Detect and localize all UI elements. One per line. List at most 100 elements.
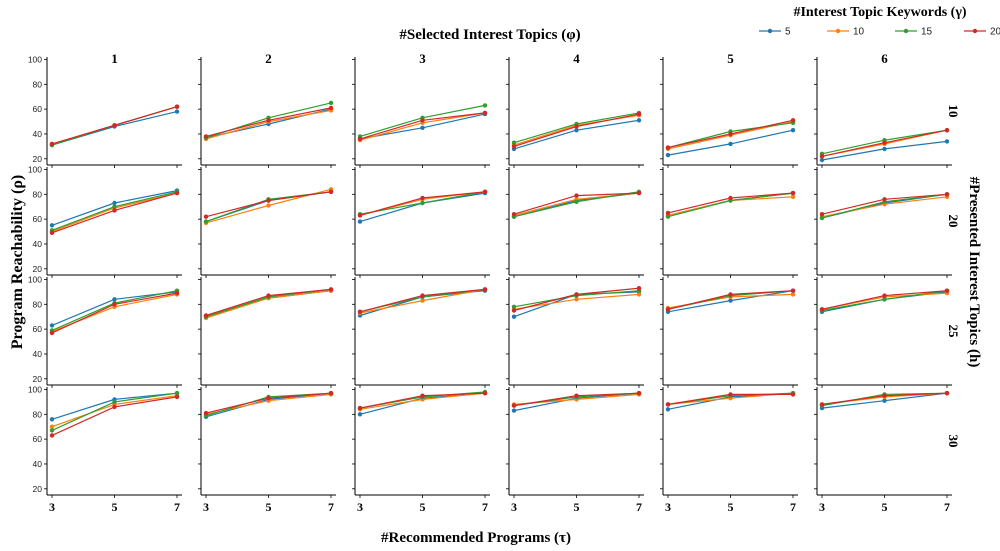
panel-r2-c3 xyxy=(506,277,644,388)
data-point-20 xyxy=(266,293,271,298)
data-point-20 xyxy=(174,290,180,296)
x-tick-label: 3 xyxy=(819,500,825,514)
data-point-20 xyxy=(790,392,796,397)
data-point-20 xyxy=(790,118,796,123)
legend-marker-20 xyxy=(972,28,978,34)
y-tick-label: 80 xyxy=(33,409,43,419)
data-point-5 xyxy=(511,314,517,319)
panel-r2-c4 xyxy=(660,277,798,388)
data-point-20 xyxy=(482,189,488,194)
data-point-20 xyxy=(882,293,887,298)
y-tick-label: 80 xyxy=(33,299,43,309)
row-axis-title: #Presented Interest Topics (h) xyxy=(966,177,982,368)
data-point-5 xyxy=(174,109,180,114)
row-label-25: 25 xyxy=(946,325,961,339)
data-point-20 xyxy=(882,140,887,145)
data-point-5 xyxy=(790,128,796,133)
data-point-10 xyxy=(49,424,55,429)
data-point-10 xyxy=(790,194,796,199)
data-point-20 xyxy=(357,309,363,314)
data-point-5 xyxy=(49,223,55,228)
x-tick-label: 7 xyxy=(328,500,334,514)
column-label-5: 5 xyxy=(727,51,734,66)
row-label-30: 30 xyxy=(946,435,961,448)
panel-r2-c1 xyxy=(198,277,336,388)
panel-r3-c0: 20 40 60 80 100 3 5 7 xyxy=(28,384,182,514)
data-point-20 xyxy=(266,396,271,401)
x-tick-label: 7 xyxy=(174,500,180,514)
x-tick-label: 3 xyxy=(665,500,671,514)
legend-title: #Interest Topic Keywords (γ) xyxy=(793,5,966,20)
data-point-20 xyxy=(665,402,671,407)
panel-r1-c2 xyxy=(352,167,490,278)
data-point-5 xyxy=(420,125,425,130)
data-point-20 xyxy=(174,190,180,196)
panel-r1-c3 xyxy=(506,167,644,278)
y-tick-label: 60 xyxy=(33,434,43,444)
panel-r0-c2: 3 xyxy=(352,51,490,168)
data-point-15 xyxy=(420,200,425,206)
data-point-20 xyxy=(665,145,671,150)
y-tick-label: 100 xyxy=(28,274,42,284)
data-point-20 xyxy=(49,141,55,147)
panel-r0-c1: 2 xyxy=(198,51,336,168)
data-point-20 xyxy=(819,402,825,407)
legend-label-20: 20 xyxy=(990,27,1000,38)
x-tick-label: 7 xyxy=(790,500,796,514)
legend-label-5: 5 xyxy=(785,27,791,38)
x-tick-label: 5 xyxy=(266,500,272,514)
panel-r1-c0: 20 40 60 80 100 xyxy=(28,164,182,278)
data-point-20 xyxy=(482,391,488,396)
data-point-20 xyxy=(665,307,671,312)
data-point-5 xyxy=(357,412,363,417)
y-tick-label: 80 xyxy=(33,79,43,89)
data-point-15 xyxy=(511,140,517,145)
x-tick-label: 3 xyxy=(49,500,55,514)
data-point-15 xyxy=(665,214,671,219)
data-point-20 xyxy=(357,213,363,218)
data-point-20 xyxy=(574,292,579,297)
y-tick-label: 40 xyxy=(33,129,43,139)
data-point-15 xyxy=(574,199,579,204)
legend-item-5: 5 xyxy=(759,27,791,38)
data-point-20 xyxy=(728,292,733,297)
x-tick-label: 7 xyxy=(944,500,950,514)
data-point-5 xyxy=(665,152,671,158)
x-tick-label: 7 xyxy=(636,500,642,514)
x-tick-label: 5 xyxy=(112,500,118,514)
data-point-20 xyxy=(112,404,117,410)
data-point-5 xyxy=(728,141,733,147)
data-point-20 xyxy=(636,111,642,117)
panel-r3-c2: 3 5 7 xyxy=(352,387,490,514)
data-point-10 xyxy=(636,292,642,297)
data-point-10 xyxy=(266,203,271,208)
panel-r0-c5: 6 10 xyxy=(814,51,961,168)
data-point-15 xyxy=(482,103,488,108)
data-point-5 xyxy=(357,219,363,224)
y-tick-label: 20 xyxy=(33,484,43,494)
data-point-20 xyxy=(728,195,733,201)
data-point-20 xyxy=(112,208,117,213)
y-axis-title: Program Reachability (ρ) xyxy=(9,175,26,349)
legend-item-10: 10 xyxy=(827,27,865,38)
data-point-20 xyxy=(819,212,825,217)
data-point-20 xyxy=(420,293,425,298)
panel-r0-c3: 4 xyxy=(506,51,644,168)
data-point-20 xyxy=(665,210,671,216)
x-tick-label: 3 xyxy=(203,500,209,514)
data-point-5 xyxy=(882,146,887,152)
data-point-15 xyxy=(203,219,209,224)
x-tick-label: 3 xyxy=(511,500,517,514)
y-tick-label: 40 xyxy=(33,239,43,249)
data-point-5 xyxy=(49,417,55,422)
y-tick-label: 60 xyxy=(33,324,43,334)
y-tick-label: 20 xyxy=(33,264,43,274)
data-point-20 xyxy=(574,193,579,198)
legend-marker-10 xyxy=(835,28,841,34)
panel-r0-c0: 20 40 60 80 100 1 xyxy=(28,51,182,168)
data-point-20 xyxy=(790,288,796,293)
row-label-10: 10 xyxy=(946,105,961,118)
panel-r3-c5: 3 5 7 30 xyxy=(814,387,961,514)
data-point-5 xyxy=(944,139,950,144)
data-point-20 xyxy=(174,394,180,400)
